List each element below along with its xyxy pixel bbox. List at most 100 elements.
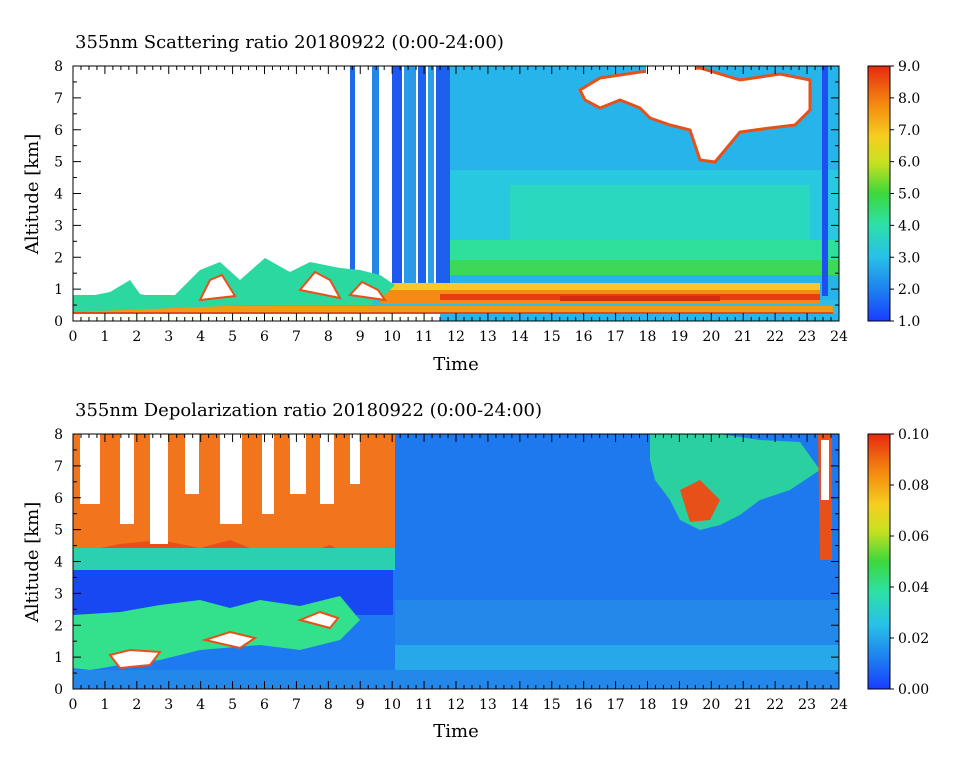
y-tick-label: 4 bbox=[54, 555, 63, 571]
colorbar-tick-label: 1.0 bbox=[898, 314, 920, 330]
x-tick-label: 9 bbox=[356, 329, 365, 345]
x-tick-label: 3 bbox=[164, 329, 173, 345]
x-tick-label: 10 bbox=[383, 697, 401, 713]
x-tick-label: 0 bbox=[69, 329, 78, 345]
colorbar-tick-label: 2.0 bbox=[898, 282, 920, 298]
x-tick-label: 1 bbox=[100, 697, 109, 713]
x-tick-label: 6 bbox=[260, 329, 269, 345]
x-tick-label: 6 bbox=[260, 697, 269, 713]
x-tick-label: 24 bbox=[830, 329, 848, 345]
scattering-ratio-panel: 355nm Scattering ratio 20180922 (0:00-24… bbox=[22, 32, 920, 375]
y-tick-label: 5 bbox=[54, 155, 63, 171]
depolarization-ratio-panel: 355nm Depolarization ratio 20180922 (0:0… bbox=[22, 400, 929, 742]
colorbar-tick-label: 0.06 bbox=[898, 529, 929, 545]
x-tick-label: 2 bbox=[132, 329, 141, 345]
x-tick-label: 14 bbox=[511, 329, 529, 345]
x-tick-label: 2 bbox=[132, 697, 141, 713]
y-ticks: 0 1 2 3 4 5 6 7 8 bbox=[54, 59, 839, 330]
scattering-heatmap bbox=[73, 66, 839, 321]
colorbar-tick-label: 9.0 bbox=[898, 59, 920, 75]
depolarization-heatmap bbox=[73, 434, 839, 689]
y-tick-label: 7 bbox=[54, 91, 63, 107]
colorbar-tick-label: 7.0 bbox=[898, 123, 920, 139]
colorbar-tick-label: 0.04 bbox=[898, 580, 929, 596]
x-axis-label: Time bbox=[433, 721, 478, 742]
x-tick-label: 11 bbox=[415, 697, 433, 713]
x-tick-label: 15 bbox=[543, 697, 561, 713]
y-tick-label: 3 bbox=[54, 586, 63, 602]
x-tick-label: 20 bbox=[702, 329, 720, 345]
x-ticks: 0 1 2 3 4 5 6 7 8 9 10 11 12 13 14 15 16 17 18 19 20 21 22 23 24 bbox=[69, 66, 848, 345]
x-tick-label: 15 bbox=[543, 329, 561, 345]
x-tick-label: 17 bbox=[607, 697, 625, 713]
x-tick-label: 18 bbox=[639, 697, 657, 713]
colorbar-tick-label: 0.08 bbox=[898, 478, 929, 494]
y-tick-label: 1 bbox=[54, 650, 63, 666]
x-tick-label: 23 bbox=[798, 329, 816, 345]
colorbar bbox=[867, 65, 891, 322]
x-tick-label: 22 bbox=[766, 329, 784, 345]
y-ticks: 0 1 2 3 4 5 6 7 8 bbox=[54, 427, 839, 698]
x-tick-label: 22 bbox=[766, 697, 784, 713]
y-tick-label: 6 bbox=[54, 123, 63, 139]
x-axis-label: Time bbox=[433, 354, 478, 375]
x-tick-label: 16 bbox=[575, 329, 593, 345]
colorbar-tick-label: 0.02 bbox=[898, 631, 929, 647]
colorbar-tick-label: 6.0 bbox=[898, 155, 920, 171]
x-tick-label: 7 bbox=[292, 697, 301, 713]
x-tick-label: 16 bbox=[575, 697, 593, 713]
x-tick-label: 10 bbox=[383, 329, 401, 345]
y-tick-label: 3 bbox=[54, 218, 63, 234]
x-tick-label: 5 bbox=[228, 329, 237, 345]
y-tick-label: 2 bbox=[54, 618, 63, 634]
y-tick-label: 6 bbox=[54, 491, 63, 507]
x-tick-label: 23 bbox=[798, 697, 816, 713]
x-tick-label: 21 bbox=[734, 329, 752, 345]
colorbar-tick-label: 8.0 bbox=[898, 91, 920, 107]
x-tick-label: 4 bbox=[196, 697, 205, 713]
x-tick-label: 21 bbox=[734, 697, 752, 713]
x-tick-label: 8 bbox=[324, 329, 333, 345]
x-tick-label: 24 bbox=[830, 697, 848, 713]
colorbar-tick-label: 3.0 bbox=[898, 250, 920, 266]
x-tick-label: 3 bbox=[164, 697, 173, 713]
colorbar-ticks: 0.00 0.02 0.04 0.06 0.08 0.10 bbox=[890, 427, 929, 698]
x-tick-label: 13 bbox=[479, 697, 497, 713]
colorbar-tick-label: 0.10 bbox=[898, 427, 929, 443]
y-axis-label: Altitude [km] bbox=[22, 134, 43, 256]
y-tick-label: 0 bbox=[54, 314, 63, 330]
chart-title: 355nm Depolarization ratio 20180922 (0:0… bbox=[75, 400, 542, 421]
x-tick-label: 19 bbox=[671, 329, 689, 345]
x-ticks: 0 1 2 3 4 5 6 7 8 9 10 11 12 13 14 15 16 17 18 19 20 21 22 23 24 bbox=[69, 434, 848, 713]
x-tick-label: 12 bbox=[447, 329, 465, 345]
x-tick-label: 8 bbox=[324, 697, 333, 713]
x-tick-label: 12 bbox=[447, 697, 465, 713]
y-tick-label: 5 bbox=[54, 523, 63, 539]
y-tick-label: 7 bbox=[54, 459, 63, 475]
y-tick-label: 0 bbox=[54, 682, 63, 698]
x-tick-label: 19 bbox=[671, 697, 689, 713]
x-tick-label: 7 bbox=[292, 329, 301, 345]
colorbar-tick-label: 0.00 bbox=[898, 682, 929, 698]
colorbar-ticks: 1.0 2.0 3.0 4.0 5.0 6.0 7.0 8.0 9.0 bbox=[890, 59, 920, 330]
y-tick-label: 2 bbox=[54, 250, 63, 266]
y-tick-label: 1 bbox=[54, 282, 63, 298]
x-tick-label: 5 bbox=[228, 697, 237, 713]
y-axis-label: Altitude [km] bbox=[22, 502, 43, 624]
y-tick-label: 8 bbox=[54, 59, 63, 75]
chart-title: 355nm Scattering ratio 20180922 (0:00-24… bbox=[75, 32, 504, 53]
x-tick-label: 17 bbox=[607, 329, 625, 345]
x-tick-label: 4 bbox=[196, 329, 205, 345]
y-tick-label: 8 bbox=[54, 427, 63, 443]
x-tick-label: 1 bbox=[100, 329, 109, 345]
colorbar-tick-label: 4.0 bbox=[898, 218, 920, 234]
colorbar-tick-label: 5.0 bbox=[898, 187, 920, 203]
y-tick-label: 4 bbox=[54, 187, 63, 203]
x-tick-label: 18 bbox=[639, 329, 657, 345]
colorbar bbox=[867, 433, 891, 690]
x-tick-label: 11 bbox=[415, 329, 433, 345]
x-tick-label: 9 bbox=[356, 697, 365, 713]
x-tick-label: 0 bbox=[69, 697, 78, 713]
x-tick-label: 14 bbox=[511, 697, 529, 713]
